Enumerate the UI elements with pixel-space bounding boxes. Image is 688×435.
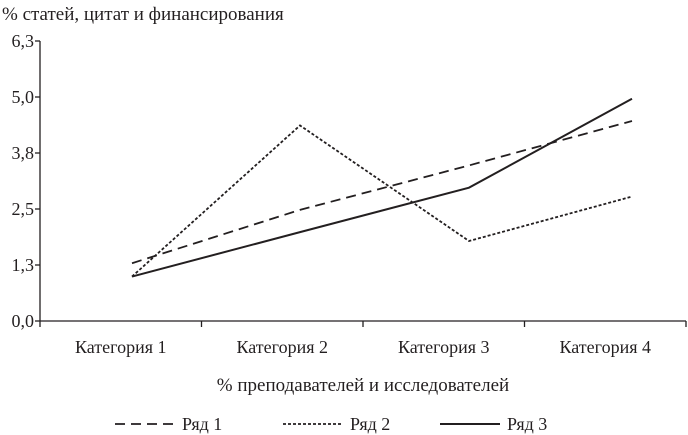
series-line-1 <box>131 120 633 265</box>
y-tick-label: 5,0 <box>12 87 35 107</box>
x-tick-label: Категория 2 <box>237 337 329 357</box>
x-tick-label: Категория 3 <box>398 337 490 357</box>
x-tick-label: Категория 4 <box>560 337 652 357</box>
y-tick-label: 1,3 <box>12 255 35 275</box>
x-axis-title: % преподавателей и исследователей <box>217 375 509 396</box>
y-tick-label: 0,0 <box>12 311 35 331</box>
y-tick-label: 6,3 <box>12 31 35 51</box>
y-tick-label: 2,5 <box>12 199 35 219</box>
legend-label-1: Ряд 1 <box>182 414 222 434</box>
series-line-3 <box>131 97 633 278</box>
legend-label-2: Ряд 2 <box>350 414 390 434</box>
y-axis-title: % статей, цитат и финансирования <box>2 4 284 25</box>
y-tick-label: 3,8 <box>12 143 35 163</box>
series-line-2 <box>131 124 633 278</box>
x-tick-label: Категория 1 <box>75 337 167 357</box>
legend-label-3: Ряд 3 <box>507 414 547 434</box>
